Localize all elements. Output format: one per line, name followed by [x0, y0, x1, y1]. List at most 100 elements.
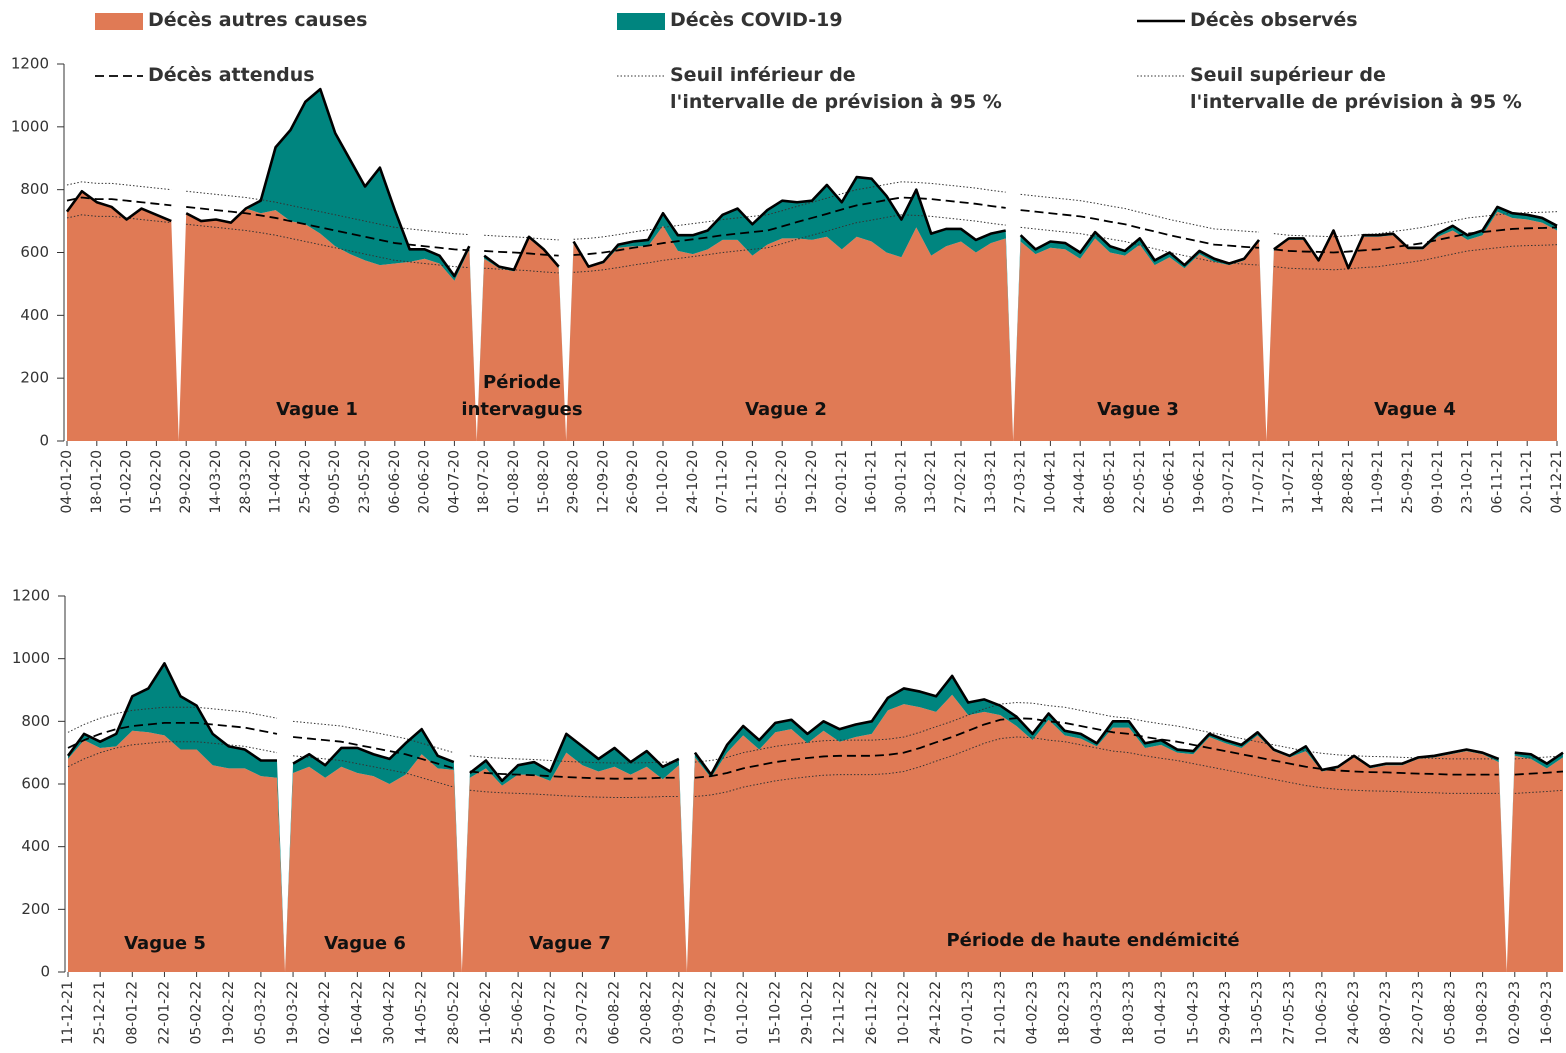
- x-tick-label: 31-07-21: [1281, 450, 1297, 514]
- x-tick-label: 03-07-21: [1221, 450, 1237, 514]
- legend-label: Décès attendus: [148, 64, 315, 86]
- x-tick-label: 29-08-20: [566, 450, 582, 514]
- x-tick-label: 15-08-20: [536, 450, 552, 514]
- line-dashed: [1020, 209, 1260, 249]
- x-tick-label: 18-07-20: [476, 450, 492, 514]
- legend-label: Décès observés: [1190, 9, 1358, 31]
- x-tick-label: 18-03-23: [1121, 981, 1137, 1045]
- annotation: Vague 3: [1097, 399, 1179, 420]
- line-dotted: [66, 214, 172, 224]
- annotation: Vague 2: [745, 399, 827, 420]
- x-tick-label: 12-11-22: [832, 981, 848, 1045]
- y-tick-label: 200: [20, 369, 49, 387]
- line-dotted: [67, 706, 278, 733]
- x-tick-label: 19-08-23: [1475, 981, 1491, 1045]
- x-tick-label: 19-12-20: [804, 450, 820, 514]
- x-tick-label: 17-07-21: [1251, 450, 1267, 514]
- x-tick-label: 22-07-23: [1410, 981, 1426, 1045]
- x-tick-label: 20-11-21: [1519, 450, 1535, 514]
- x-tick-label: 10-06-23: [1314, 981, 1330, 1045]
- x-tick-label: 04-03-23: [1089, 981, 1105, 1045]
- x-tick-label: 11-12-21: [60, 981, 76, 1045]
- line-solid: [693, 674, 1500, 776]
- x-tick-label: 19-03-22: [285, 981, 301, 1045]
- x-tick-label: 09-07-22: [542, 981, 558, 1045]
- line-solid: [185, 87, 471, 278]
- legend-label: Décès autres causes: [148, 9, 368, 31]
- x-tick-label: 01-04-23: [1153, 981, 1169, 1045]
- x-tick-label: 10-04-21: [1042, 450, 1058, 514]
- line-dotted: [484, 234, 559, 241]
- legend-swatch: [95, 13, 143, 30]
- line-dashed: [469, 770, 679, 780]
- line-solid: [572, 175, 1006, 268]
- annotation: Vague 4: [1374, 399, 1456, 420]
- x-tick-label: 08-01-22: [124, 981, 140, 1045]
- y-tick-label: 0: [40, 963, 50, 981]
- y-tick-label: 400: [21, 837, 50, 855]
- line-dotted: [694, 736, 1499, 798]
- x-tick-label: 05-06-21: [1162, 450, 1178, 514]
- x-tick-label: 04-02-23: [1025, 981, 1041, 1045]
- x-tick-label: 02-04-22: [317, 981, 333, 1045]
- x-tick-label: 19-06-21: [1191, 450, 1207, 514]
- x-tick-label: 09-10-21: [1430, 450, 1446, 514]
- x-tick-label: 05-12-20: [774, 450, 790, 514]
- x-tick-label: 24-10-20: [685, 450, 701, 514]
- x-tick-label: 23-10-21: [1460, 450, 1476, 514]
- y-tick-label: 0: [39, 432, 49, 450]
- x-tick-label: 23-07-22: [574, 981, 590, 1045]
- x-tick-label: 11-04-20: [268, 450, 284, 514]
- x-tick-label: 12-09-20: [595, 450, 611, 514]
- x-tick-label: 04-12-21: [1549, 450, 1565, 514]
- annotation: Vague 6: [324, 933, 406, 954]
- x-tick-label: 05-03-22: [253, 981, 269, 1045]
- x-tick-label: 20-08-22: [639, 981, 655, 1045]
- x-tick-label: 30-01-21: [893, 450, 909, 514]
- x-tick-label: 28-03-20: [238, 450, 254, 514]
- area: [68, 694, 1563, 972]
- x-tick-label: 03-09-22: [671, 981, 687, 1045]
- x-tick-label: 17-09-22: [703, 981, 719, 1045]
- y-tick-label: 400: [20, 306, 49, 324]
- x-tick-label: 15-04-23: [1185, 981, 1201, 1045]
- x-tick-label: 26-11-22: [864, 981, 880, 1045]
- line-dotted: [67, 741, 278, 768]
- line-dashed: [66, 196, 172, 207]
- line-dotted: [694, 702, 1499, 763]
- line-dotted: [186, 190, 470, 236]
- annotation: Vague 5: [124, 933, 206, 954]
- line-solid: [1514, 751, 1564, 765]
- x-tick-label: 26-09-20: [625, 450, 641, 514]
- y-tick-label: 1200: [11, 55, 49, 73]
- x-tick-label: 04-01-20: [59, 450, 75, 514]
- y-tick-label: 200: [21, 900, 50, 918]
- x-tick-label: 14-03-20: [208, 450, 224, 514]
- x-tick-label: 10-12-22: [896, 981, 912, 1045]
- x-tick-label: 27-03-21: [1013, 450, 1029, 514]
- x-tick-label: 20-06-20: [417, 450, 433, 514]
- line-dotted: [1020, 193, 1260, 233]
- x-tick-label: 25-04-20: [297, 450, 313, 514]
- x-tick-label: 01-02-20: [119, 450, 135, 514]
- annotation: Vague 7: [529, 933, 611, 954]
- x-tick-label: 06-11-21: [1489, 450, 1505, 514]
- x-tick-label: 23-05-20: [357, 450, 373, 514]
- x-tick-label: 29-04-23: [1217, 981, 1233, 1045]
- y-tick-label: 1000: [11, 117, 49, 135]
- x-tick-label: 08-07-23: [1378, 981, 1394, 1045]
- line-solid: [1273, 205, 1558, 270]
- line-dashed: [186, 206, 470, 252]
- x-tick-label: 02-01-21: [834, 450, 850, 514]
- x-tick-label: 14-08-21: [1311, 450, 1327, 514]
- x-tick-label: 15-10-22: [767, 981, 783, 1045]
- x-tick-label: 06-08-22: [607, 981, 623, 1045]
- x-tick-label: 16-04-22: [349, 981, 365, 1045]
- line-dotted: [186, 223, 470, 269]
- x-tick-label: 11-06-22: [478, 981, 494, 1045]
- y-tick-label: 800: [20, 180, 49, 198]
- x-tick-label: 28-08-21: [1340, 450, 1356, 514]
- line-solid: [469, 732, 680, 783]
- x-tick-label: 16-01-21: [864, 450, 880, 514]
- x-tick-label: 19-02-22: [221, 981, 237, 1045]
